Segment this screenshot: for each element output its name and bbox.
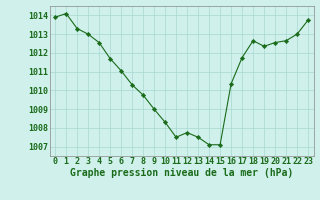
X-axis label: Graphe pression niveau de la mer (hPa): Graphe pression niveau de la mer (hPa) [70,168,293,178]
